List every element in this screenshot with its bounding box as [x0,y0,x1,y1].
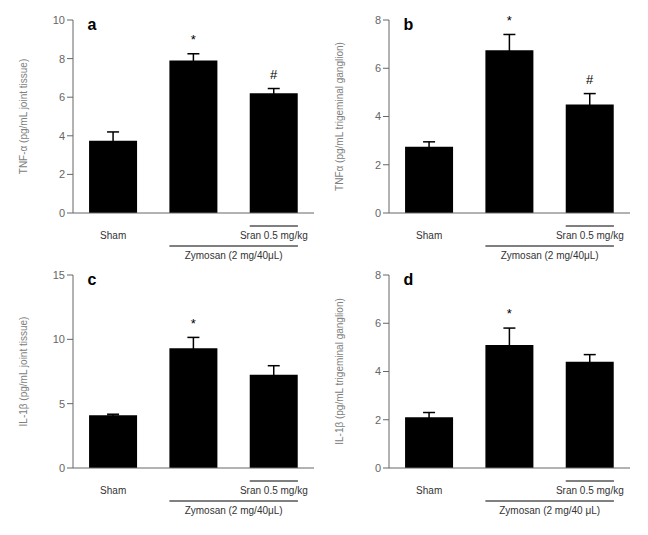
svg-text:15: 15 [53,269,65,281]
svg-text:6: 6 [59,91,65,103]
svg-text:0: 0 [375,462,381,474]
svg-text:Sham: Sham [100,230,126,241]
svg-text:IL-1β (pg/mL joint tissue): IL-1β (pg/mL joint tissue) [18,317,29,427]
svg-text:*: * [507,13,512,28]
svg-text:0: 0 [59,462,65,474]
svg-text:4: 4 [59,130,65,142]
svg-text:#: # [270,67,278,82]
svg-text:TNF-α (pg/mL joint tissue): TNF-α (pg/mL joint tissue) [18,59,29,174]
html-text:d: d [403,271,414,288]
html-text:a: a [87,16,97,33]
svg-text:2: 2 [59,168,65,180]
svg-text:8: 8 [59,53,65,65]
svg-text:2: 2 [375,159,381,171]
svg-text:TNFα (pg/mL trigeminal ganglio: TNFα (pg/mL trigeminal ganglion) [334,42,345,191]
svg-text:10: 10 [53,14,65,26]
svg-text:Sham: Sham [416,230,442,241]
svg-text:Zymosan (2 mg/40μL): Zymosan (2 mg/40μL) [185,505,283,516]
svg-text:5: 5 [59,398,65,410]
svg-text:Sran 0.5 mg/kg: Sran 0.5 mg/kg [240,485,308,496]
svg-text:Zymosan (2 mg/40 μL): Zymosan (2 mg/40 μL) [499,505,600,516]
svg-text:Sham: Sham [416,485,442,496]
svg-text:Sham: Sham [100,485,126,496]
svg-text:IL-1β (pg/mL trigeminal gangli: IL-1β (pg/mL trigeminal ganglion) [334,298,345,445]
svg-text:6: 6 [375,317,381,329]
svg-text:0: 0 [375,207,381,219]
svg-text:4: 4 [375,365,381,377]
svg-text:8: 8 [375,14,381,26]
svg-text:10: 10 [53,333,65,345]
svg-text:Zymosan (2 mg/40μL): Zymosan (2 mg/40μL) [501,250,599,261]
svg-text:#: # [586,72,594,87]
svg-text:4: 4 [375,110,381,122]
svg-text:Sran 0.5 mg/kg: Sran 0.5 mg/kg [556,485,624,496]
html-text:b: b [403,16,414,33]
svg-text:*: * [507,306,512,321]
svg-text:*: * [191,32,196,47]
svg-text:0: 0 [59,207,65,219]
svg-text:8: 8 [375,269,381,281]
svg-text:6: 6 [375,62,381,74]
svg-text:*: * [191,316,196,331]
svg-text:Zymosan (2 mg/40μL): Zymosan (2 mg/40μL) [185,250,283,261]
svg-text:Sran 0.5 mg/kg: Sran 0.5 mg/kg [240,230,308,241]
svg-text:2: 2 [375,414,381,426]
html-text:c: c [87,271,97,288]
svg-text:Sran 0.5 mg/kg: Sran 0.5 mg/kg [556,230,624,241]
